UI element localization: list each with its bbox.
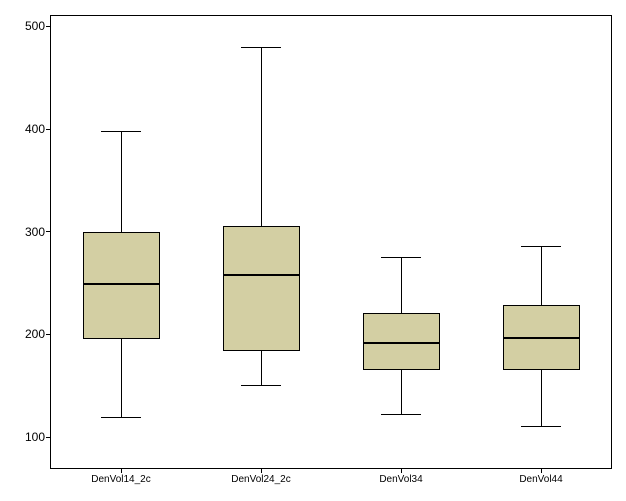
boxplot-group (51, 16, 611, 468)
x-tick-label: DenVol44 (519, 468, 562, 485)
whisker-lower (541, 370, 542, 425)
whisker-cap-upper (521, 246, 560, 247)
y-tick-label: 200 (25, 327, 51, 341)
median-line (503, 337, 580, 339)
whisker-upper (541, 246, 542, 305)
y-tick-label: 500 (25, 19, 51, 33)
y-tick-label: 100 (25, 430, 51, 444)
y-tick-label: 300 (25, 225, 51, 239)
x-tick-label: DenVol24_2c (231, 468, 291, 485)
x-tick-label: DenVol34 (379, 468, 422, 485)
x-tick-label: DenVol14_2c (91, 468, 151, 485)
whisker-cap-lower (521, 426, 560, 427)
boxplot-chart: 100 200 300 400 500 DenVol14_2c DenVol24_2c Den… (0, 0, 626, 501)
plot-area: 100200300400500DenVol14_2cDenVol24_2cDen… (50, 15, 612, 469)
y-tick-label: 400 (25, 122, 51, 136)
